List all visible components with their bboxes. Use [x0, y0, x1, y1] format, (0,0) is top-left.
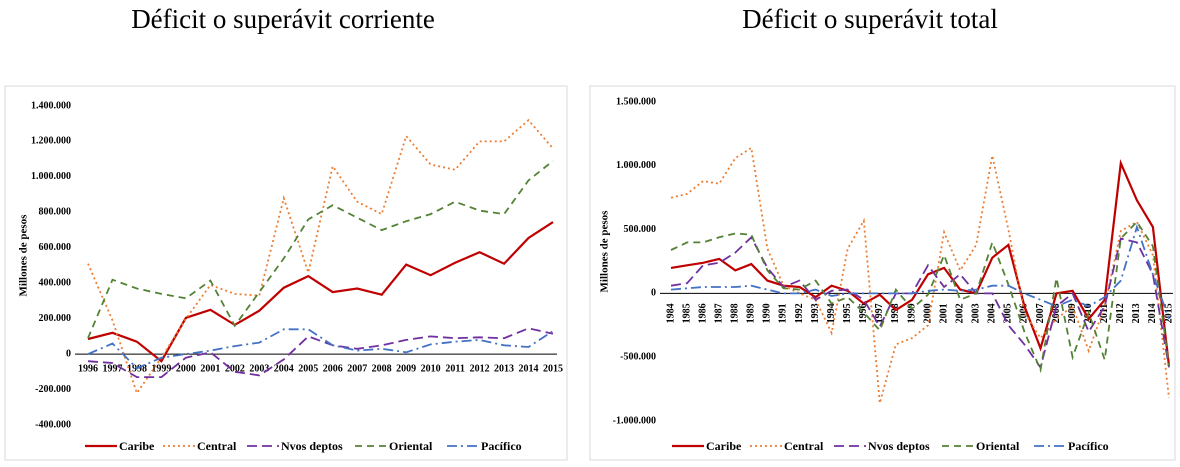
- x-tick-label: 1995: [842, 303, 853, 323]
- x-tick-label: 2000: [922, 303, 933, 323]
- x-tick-label: 2004: [987, 303, 998, 323]
- x-tick-label: 2009: [1067, 303, 1078, 323]
- x-tick-label: 1997: [874, 303, 885, 323]
- series-line: [670, 220, 1170, 374]
- x-tick-label: 1996: [858, 303, 869, 323]
- x-tick-label: 2008: [372, 363, 392, 374]
- series-line: [670, 146, 1170, 404]
- y-tick-label: 1.200.000: [31, 136, 71, 147]
- y-tick-label: 1.000.000: [31, 171, 71, 182]
- x-tick-label: 2007: [347, 363, 367, 374]
- legend-label: Pacífico: [481, 439, 522, 453]
- legend-label: Nvos deptos: [868, 439, 930, 453]
- y-tick-label: 800.000: [39, 207, 72, 218]
- x-tick-label: 1990: [762, 303, 773, 323]
- y-tick-label: 0: [66, 348, 71, 359]
- x-tick-label: 1991: [778, 303, 789, 323]
- x-tick-label: 2015: [1163, 303, 1174, 323]
- x-tick-label: 1988: [730, 303, 741, 323]
- y-axis-title: Millones de pesos: [599, 210, 611, 293]
- chart-frame: [4, 85, 568, 461]
- x-tick-label: 2007: [1035, 303, 1046, 323]
- x-tick-label: 1996: [78, 363, 98, 374]
- y-tick-label: -200.000: [35, 384, 71, 395]
- legend-label: Caribe: [119, 439, 155, 453]
- x-tick-label: 1993: [810, 303, 821, 323]
- chart-frame: [589, 85, 1176, 461]
- y-tick-label: 500.000: [624, 224, 657, 235]
- series-line: [87, 328, 554, 370]
- chart-title: Déficit o superávit corriente: [131, 4, 435, 34]
- x-tick-label: 1989: [746, 303, 757, 323]
- x-tick-label: 2014: [519, 363, 539, 374]
- x-tick-label: 2005: [298, 363, 318, 374]
- y-tick-label: 1.400.000: [31, 100, 71, 111]
- x-tick-label: 1997: [102, 363, 122, 374]
- series-line: [87, 118, 554, 396]
- x-tick-label: 2000: [176, 363, 196, 374]
- legend-label: Oriental: [976, 439, 1020, 453]
- x-tick-label: 1999: [151, 363, 171, 374]
- legend-label: Central: [784, 439, 824, 453]
- chart-title: Déficit o superávit total: [742, 4, 998, 34]
- legend-label: Central: [197, 439, 237, 453]
- x-tick-label: 1986: [697, 303, 708, 323]
- y-tick-label: -400.000: [35, 419, 71, 430]
- x-tick-label: 2006: [323, 363, 343, 374]
- y-tick-label: -1.000.000: [613, 415, 656, 426]
- x-tick-label: 2011: [445, 363, 464, 374]
- series-line: [670, 224, 1170, 320]
- x-tick-label: 2003: [249, 363, 269, 374]
- x-tick-label: 1998: [890, 303, 901, 323]
- legend-label: Nvos deptos: [281, 439, 343, 453]
- y-tick-label: 600.000: [39, 242, 72, 253]
- series-line: [87, 160, 554, 339]
- x-tick-label: 2004: [274, 363, 294, 374]
- x-tick-label: 2009: [396, 363, 416, 374]
- x-tick-label: 2013: [494, 363, 514, 374]
- x-tick-label: 2002: [954, 303, 965, 323]
- x-tick-label: 2003: [971, 303, 982, 323]
- x-tick-label: 2002: [225, 363, 245, 374]
- x-tick-label: 1984: [665, 303, 676, 323]
- x-tick-label: 2010: [421, 363, 441, 374]
- x-tick-label: 2014: [1147, 303, 1158, 323]
- series-line: [670, 159, 1171, 367]
- x-tick-label: 2013: [1131, 303, 1142, 323]
- series-line: [670, 235, 1170, 370]
- x-tick-label: 2012: [470, 363, 490, 374]
- y-tick-label: -500.000: [620, 351, 656, 362]
- x-tick-label: 1985: [681, 303, 692, 323]
- x-tick-label: 1994: [826, 303, 837, 323]
- y-tick-label: 1.000.000: [616, 160, 656, 171]
- y-tick-label: 0: [651, 288, 656, 299]
- y-tick-label: 200.000: [39, 313, 72, 324]
- x-tick-label: 2001: [938, 303, 949, 323]
- x-tick-label: 2001: [200, 363, 220, 374]
- x-tick-label: 2011: [1099, 304, 1110, 323]
- series-line: [87, 221, 554, 363]
- x-tick-label: 2012: [1115, 303, 1126, 323]
- legend-label: Oriental: [389, 439, 433, 453]
- x-tick-label: 2008: [1051, 303, 1062, 323]
- x-tick-label: 1999: [906, 303, 917, 323]
- x-tick-label: 2006: [1019, 303, 1030, 323]
- y-tick-label: 400.000: [39, 278, 72, 289]
- legend-label: Pacífico: [1068, 439, 1109, 453]
- y-axis-title: Millones de pesos: [18, 214, 30, 297]
- x-tick-label: 1987: [713, 303, 724, 323]
- x-tick-label: 2015: [543, 363, 563, 374]
- series-line: [87, 327, 554, 378]
- legend-label: Caribe: [706, 439, 742, 453]
- y-tick-label: 1.500.000: [616, 96, 656, 107]
- x-tick-label: 1992: [794, 303, 805, 323]
- x-tick-label: 2005: [1003, 303, 1014, 323]
